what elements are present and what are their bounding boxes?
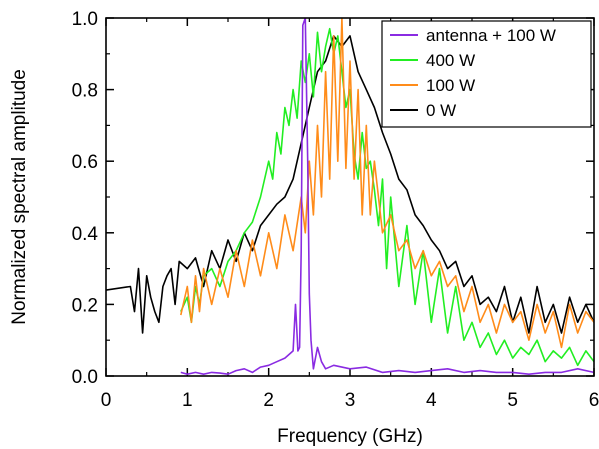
x-tick-label: 6: [589, 390, 599, 411]
y-tick-label: 0.2: [72, 295, 98, 316]
y-tick-label: 0.4: [72, 224, 99, 245]
x-tick-label: 0: [101, 390, 112, 411]
y-tick-label: 0.8: [72, 81, 98, 102]
x-tick-label: 1: [182, 390, 193, 411]
series-lines: [106, 18, 594, 375]
plot-border: [105, 17, 595, 377]
legend-label: 0 W: [426, 101, 456, 120]
y-tick-label: 0.6: [72, 152, 98, 173]
y-tick-label: 0.0: [72, 367, 98, 388]
x-tick-label: 3: [345, 390, 356, 411]
x-tick-label: 2: [263, 390, 274, 411]
legend-label: 100 W: [426, 76, 475, 95]
x-tick-label: 4: [426, 390, 437, 411]
y-tick-label: 1.0: [72, 9, 98, 30]
plot-frame: [105, 17, 595, 377]
x-axis-title: Frequency (GHz): [277, 426, 423, 447]
legend-label: 400 W: [426, 51, 475, 70]
series-line-1: [180, 27, 594, 367]
axis-ticks: 0 1 2 3 4 5 6 0.0 0.2 0.4 0.6 0.8 1.0: [72, 9, 599, 411]
y-axis-title: Normalized spectral amplitude: [9, 69, 30, 325]
series-line-0: [180, 18, 594, 375]
series-line-2: [180, 18, 594, 349]
x-tick-label: 5: [507, 390, 518, 411]
legend-label: antenna + 100 W: [426, 26, 556, 45]
legend: antenna + 100 W 400 W 100 W 0 W: [381, 20, 592, 128]
